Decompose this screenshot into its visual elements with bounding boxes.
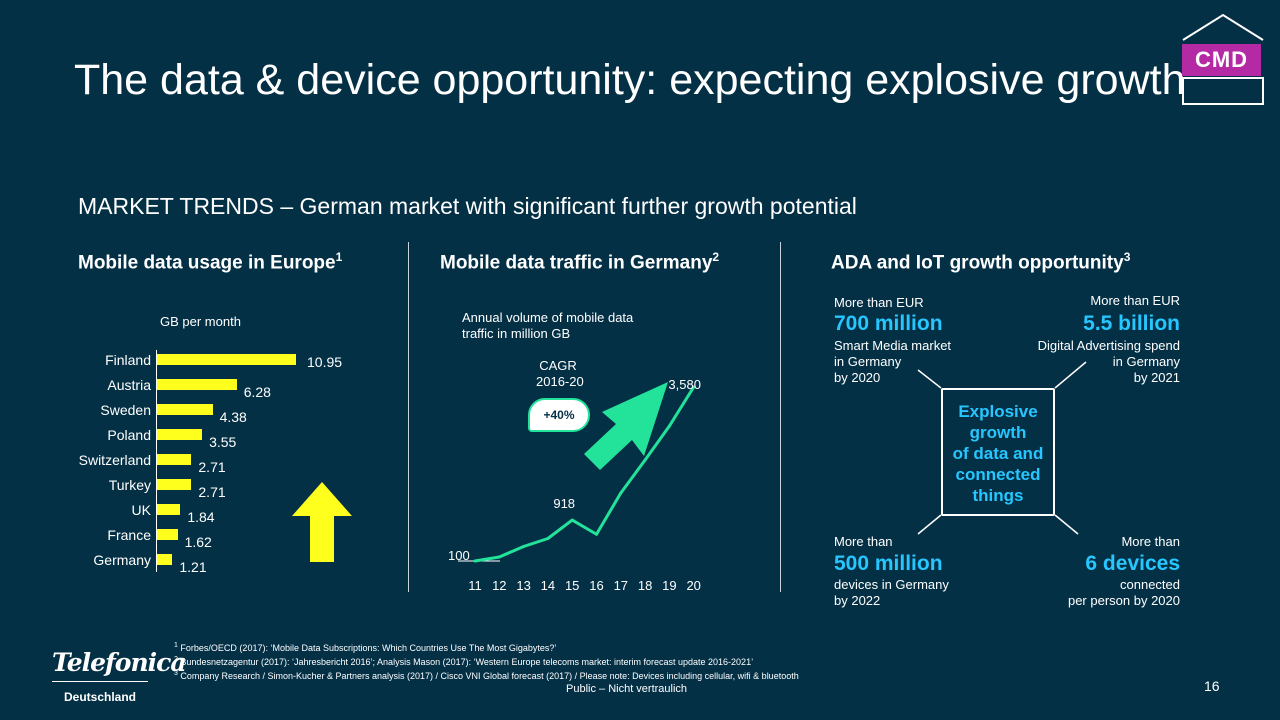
opp-top-left-desc: Smart Media market in Germany by 2020 (834, 338, 952, 385)
cmd-house-icon (1182, 13, 1264, 105)
x-tick-label: 12 (492, 578, 506, 593)
data-label: 3,580 (668, 377, 701, 392)
bar-value-label: 10.95 (307, 354, 343, 370)
arrow-diagonal-icon (584, 382, 668, 470)
page-title: The data & device opportunity: expecting… (74, 56, 1186, 104)
bar-category-label: Austria (107, 377, 151, 393)
bar-axis (156, 350, 157, 572)
bar-value-label: 6.28 (243, 384, 271, 400)
opp-top-left-value: 700 million (834, 312, 943, 335)
bar-category-label: Finland (105, 352, 151, 368)
bar-value-label: 2.71 (198, 484, 226, 500)
opp-bottom-left-value: 500 million (834, 552, 943, 575)
bar (157, 379, 237, 390)
line-point (667, 424, 671, 428)
line-point (595, 532, 598, 536)
cagr-badge: +40% (528, 398, 590, 432)
section-subtitle: MARKET TRENDS – German market with signi… (78, 193, 857, 219)
opp-bottom-right-value: 6 devices (1085, 552, 1180, 575)
line-series (474, 386, 695, 563)
line-point (570, 518, 574, 522)
line-point (473, 559, 477, 563)
opp-bottom-left-pre: More than (834, 534, 893, 549)
line-point (643, 458, 647, 462)
cagr-label: CAGR 2016-20 (536, 358, 584, 389)
data-label: 100 (448, 548, 470, 563)
bar-value-label: 4.38 (219, 409, 247, 425)
bar (157, 404, 213, 415)
x-tick-label: 13 (516, 578, 530, 593)
bar-value-label: 1.84 (187, 509, 215, 525)
bar-category-label: UK (131, 502, 151, 518)
bar (157, 429, 203, 440)
column-title-europe: Mobile data usage in Europe1 (78, 250, 343, 274)
footnotes: 1 Forbes/OECD (2017): ‘Mobile Data Subsc… (174, 640, 799, 682)
column-title-opportunity: ADA and IoT growth opportunity3 (831, 250, 1131, 274)
page-number: 16 (1204, 678, 1220, 694)
bar-value-label: 1.21 (179, 559, 207, 575)
bar-category-label: Germany (93, 552, 151, 568)
column-title-germany: Mobile data traffic in Germany2 (440, 250, 720, 274)
x-tick-label: 15 (565, 578, 579, 593)
line-chart: 11 100 12 13 14 15 918 16 17 18 19 20 3,580 (448, 377, 701, 593)
opp-top-right-value: 5.5 billion (1083, 312, 1180, 335)
bar-category-label: Poland (107, 427, 151, 443)
opp-bottom-right-pre: More than (1121, 534, 1180, 549)
footnote: 3 Company Research / Simon-Kucher & Part… (174, 670, 799, 681)
x-tick-label: 14 (541, 578, 555, 593)
data-label: 918 (553, 496, 575, 511)
line-point (546, 537, 550, 540)
opp-top-left-pre: More than EUR (834, 295, 924, 310)
bar (157, 479, 192, 490)
x-tick-label: 17 (614, 578, 628, 593)
x-tick-label: 11 (468, 578, 482, 593)
line-chart-unit-label: Annual volume of mobile data traffic in … (462, 310, 634, 341)
column-divider (780, 242, 781, 592)
brand-rule (52, 681, 148, 682)
footnote: 1 Forbes/OECD (2017): ‘Mobile Data Subsc… (174, 642, 557, 653)
cmd-logo: CMD (1182, 44, 1261, 76)
chart-unit-label: GB per month (160, 314, 241, 329)
line-point (497, 555, 501, 559)
column-divider (408, 242, 409, 592)
x-tick-label: 19 (662, 578, 676, 593)
opp-bottom-left-desc: devices in Germany by 2022 (834, 577, 949, 608)
x-tick-label: 16 (589, 578, 603, 593)
x-tick-label: 18 (638, 578, 652, 593)
bar (157, 354, 296, 365)
opp-top-right-desc: Digital Advertising spend in Germany by … (1037, 338, 1180, 385)
bar-category-label: France (107, 527, 151, 543)
bar (157, 504, 181, 515)
arrow-up-icon (292, 482, 352, 562)
opp-top-right-pre: More than EUR (1090, 293, 1180, 308)
bar (157, 529, 178, 540)
classification-label: Public – Nicht vertraulich (566, 683, 688, 695)
bar-value-label: 2.71 (198, 459, 226, 475)
line-point (522, 545, 526, 548)
bar-value-label: 1.62 (184, 534, 212, 550)
footnote: 2 Bundesnetzagentur (2017): ‘Jahresberic… (174, 656, 754, 667)
bar-category-label: Sweden (100, 402, 151, 418)
brand-logo: Telefonica (52, 648, 187, 677)
brand-sub: Deutschland (64, 690, 137, 704)
bar-category-label: Switzerland (78, 452, 151, 468)
bar-category-label: Turkey (108, 477, 151, 493)
bar-value-label: 3.55 (209, 434, 237, 450)
connector-lines (917, 361, 1087, 535)
line-point (692, 385, 696, 389)
bar (157, 454, 192, 465)
bar (157, 554, 173, 565)
explosive-growth-box: Explosive growth of data and connected t… (941, 388, 1055, 516)
line-point (619, 491, 623, 495)
opp-bottom-right-desc: connected per person by 2020 (1067, 577, 1180, 608)
x-tick-label: 20 (686, 578, 700, 593)
